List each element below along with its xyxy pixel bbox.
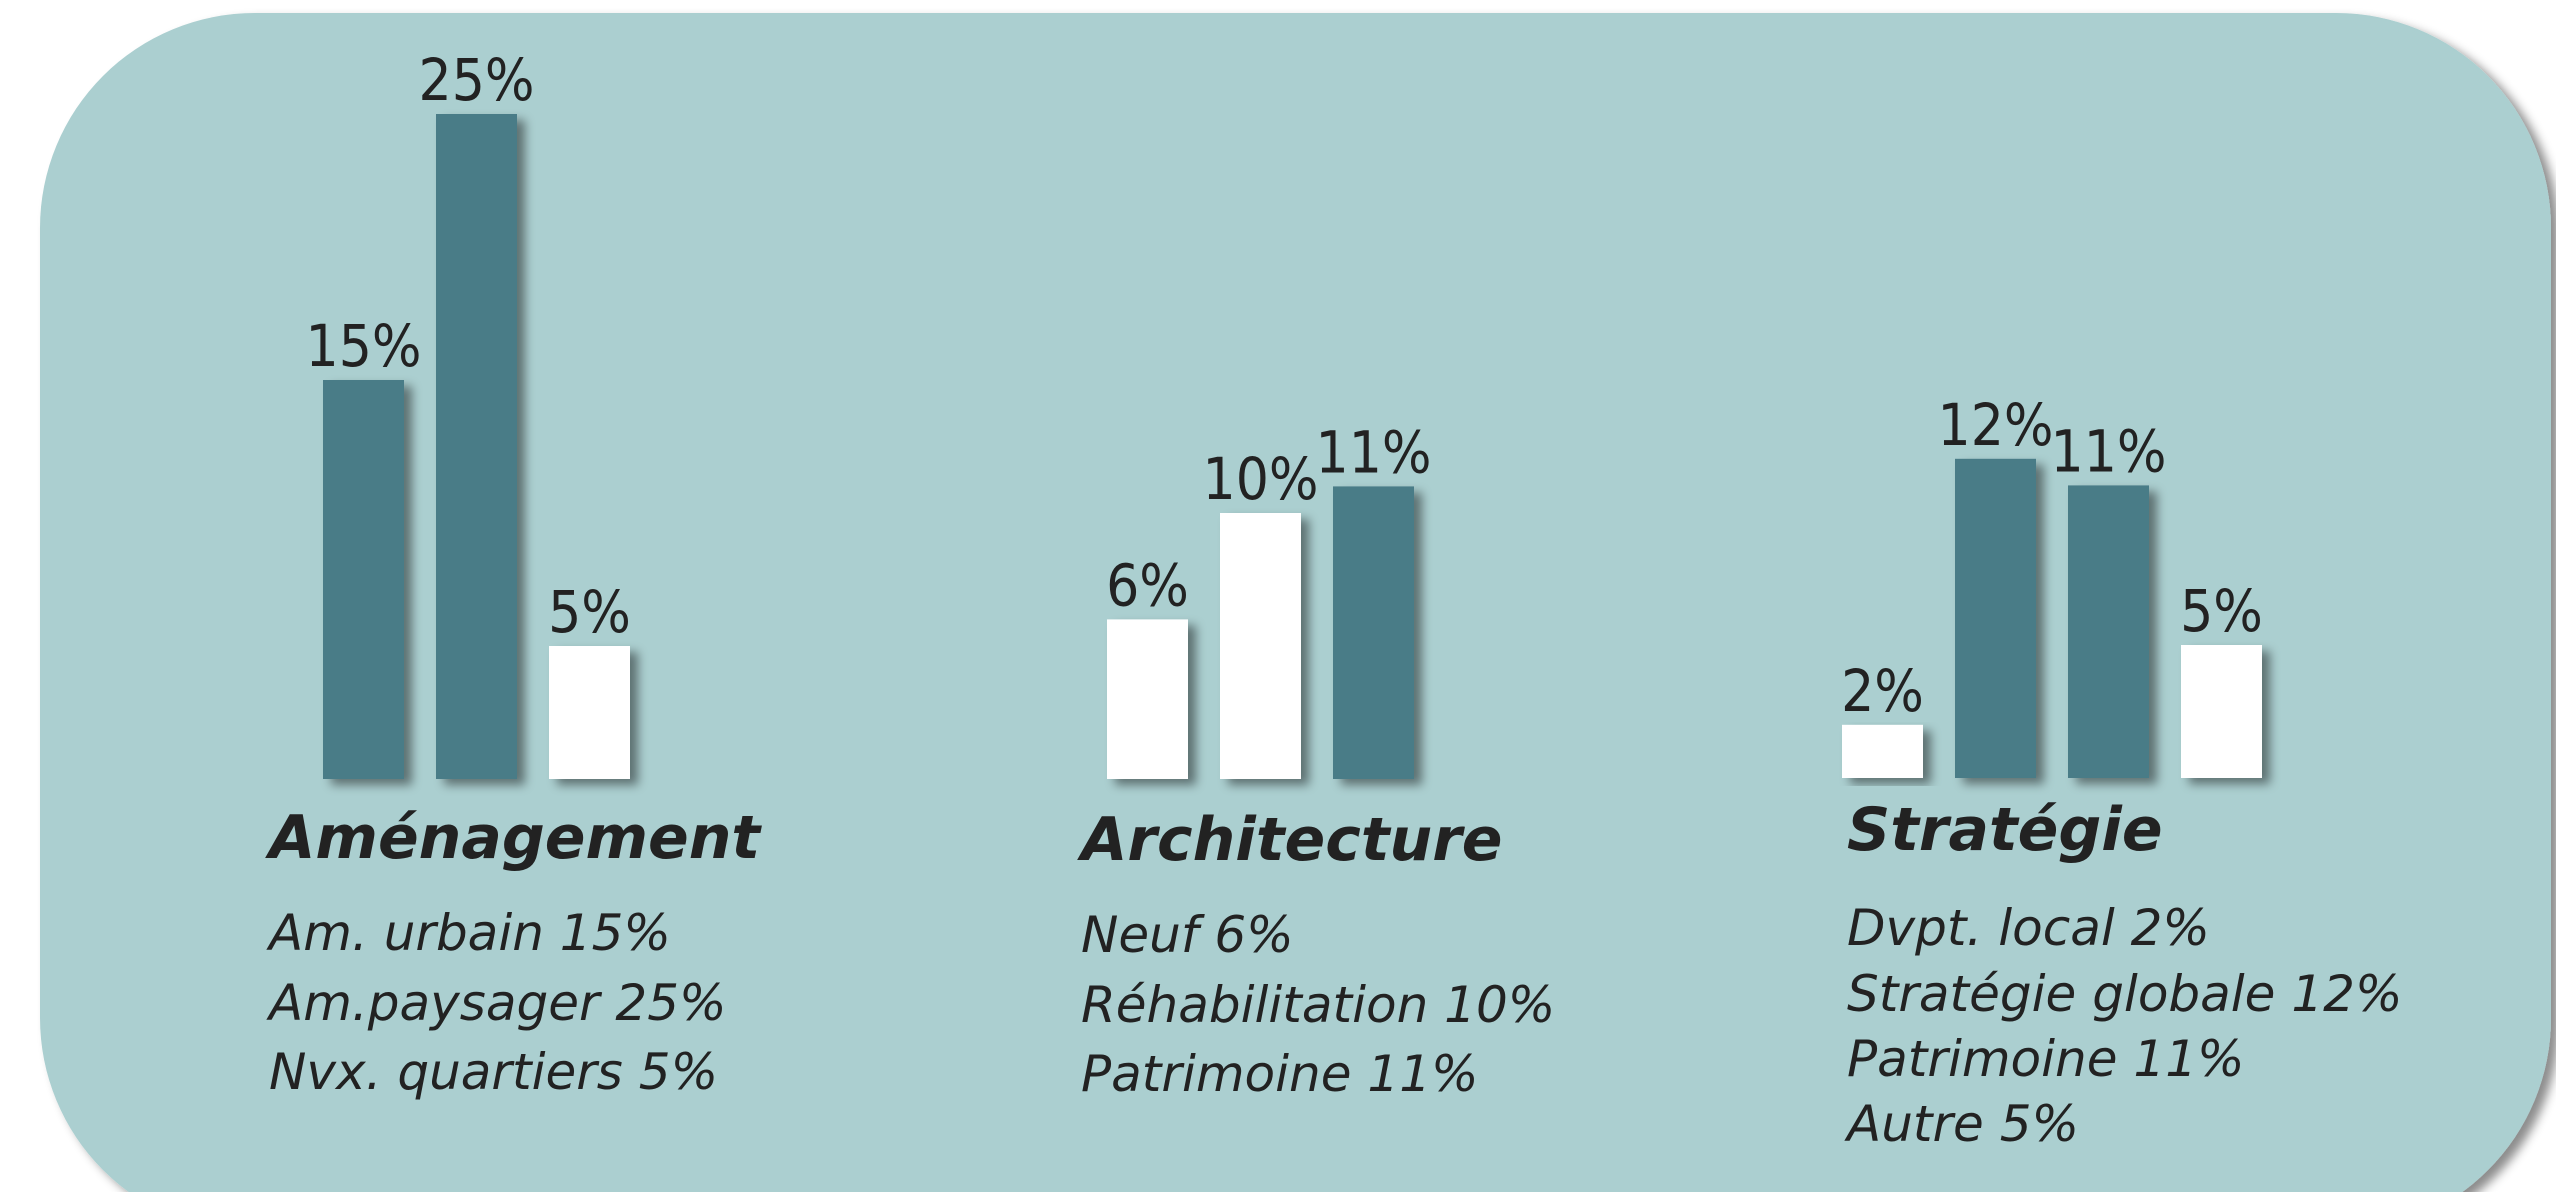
- value-label: 15%: [306, 312, 422, 380]
- legend-entry: Nvx. quartiers 5%: [269, 1043, 718, 1101]
- bar: [2181, 645, 2262, 778]
- legend-entry: Am.paysager 25%: [266, 974, 727, 1032]
- bar: [1842, 724, 1923, 778]
- legend-entry: Stratégie globale 12%: [1847, 965, 2402, 1023]
- legend-entry: Dvpt. local 2%: [1847, 899, 2210, 957]
- legend-entry: Patrimoine 11%: [1847, 1030, 2245, 1088]
- value-label: 12%: [1938, 391, 2054, 459]
- legend-entry: Am. urbain 15%: [266, 904, 671, 962]
- chart-title: Aménagement: [265, 803, 762, 873]
- legend-entry: Réhabilitation 10%: [1081, 976, 1555, 1034]
- bar: [1333, 486, 1414, 779]
- legend-entry: Patrimoine 11%: [1081, 1045, 1479, 1103]
- bar: [1220, 513, 1301, 779]
- value-label: 6%: [1106, 551, 1189, 619]
- value-label: 10%: [1203, 445, 1319, 513]
- bar: [2068, 485, 2149, 778]
- bar: [1955, 458, 2036, 778]
- bar: [549, 646, 630, 779]
- value-label: 25%: [419, 46, 535, 114]
- value-label: 5%: [2180, 577, 2263, 645]
- bar: [1107, 619, 1188, 779]
- chart-title: Architecture: [1077, 805, 1503, 875]
- value-label: 2%: [1841, 657, 1924, 725]
- chart-title: Stratégie: [1847, 795, 2163, 865]
- bar: [323, 380, 404, 779]
- value-label: 11%: [2051, 417, 2167, 485]
- value-label: 5%: [548, 578, 631, 646]
- bar: [436, 114, 517, 779]
- legend-entry: Autre 5%: [1844, 1095, 2079, 1153]
- legend-entry: Neuf 6%: [1081, 906, 1294, 964]
- value-label: 11%: [1316, 418, 1432, 486]
